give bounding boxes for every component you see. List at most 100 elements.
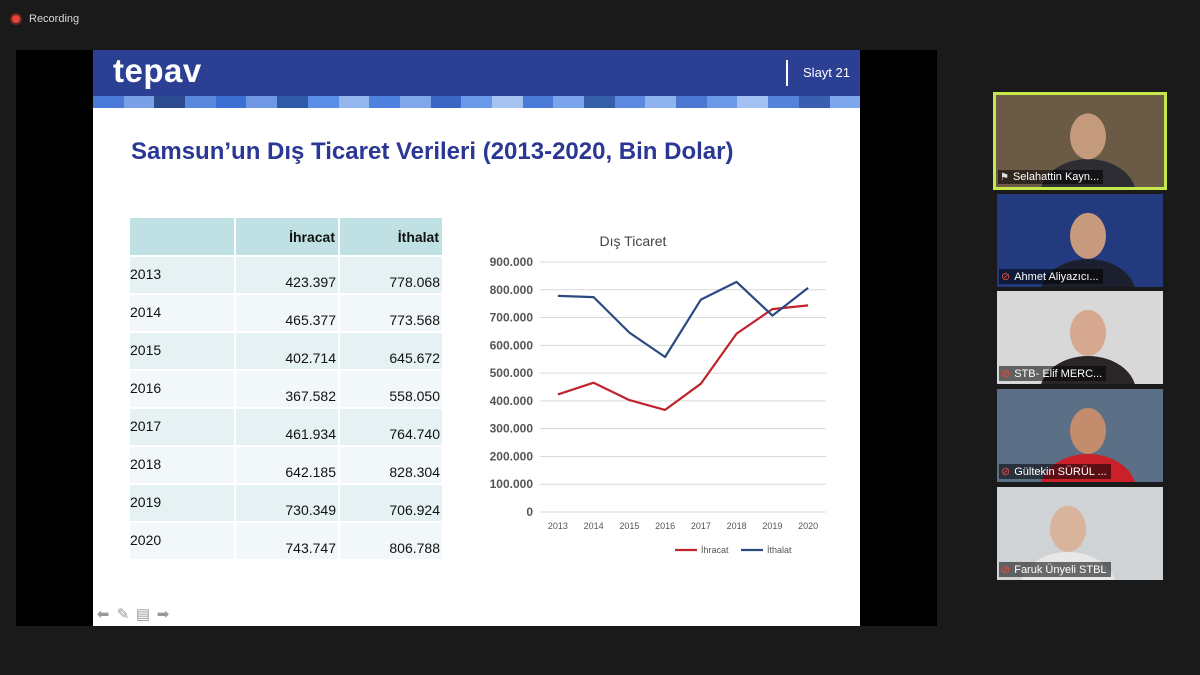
x-tick-label: 2018 — [727, 521, 747, 531]
participant-name: Faruk Ünyeli STBL — [1014, 563, 1107, 576]
table-cell-ihracat: 402.714 — [235, 332, 340, 371]
header-color-stripe — [93, 96, 860, 108]
legend-label: İthalat — [767, 545, 792, 555]
stripe-segment — [215, 96, 247, 108]
stripe-segment — [706, 96, 738, 108]
table-row: 2019 730.349 706.924 — [130, 484, 444, 523]
stripe-segment — [676, 96, 707, 108]
stripe-segment — [491, 96, 523, 108]
y-tick-label: 800.000 — [490, 283, 534, 297]
participant-face — [1050, 505, 1086, 552]
table-row: 2020 743.747 806.788 — [130, 522, 444, 561]
participant-name-bar: ⊘ Gültekin SÜRÜL ... — [999, 464, 1111, 479]
slide-title: Samsun’un Dış Ticaret Verileri (2013-202… — [131, 138, 734, 165]
y-tick-label: 100.000 — [490, 477, 534, 491]
pin-icon: ⚑ — [1000, 171, 1009, 183]
stripe-segment — [584, 96, 615, 108]
table-row: 2015 402.714 645.672 — [130, 332, 444, 371]
table-cell-year: 2019 — [130, 484, 236, 523]
y-tick-label: 400.000 — [490, 394, 534, 408]
participant-name-bar: ⊘ Faruk Ünyeli STBL — [999, 562, 1111, 577]
slide-menu-icon[interactable]: ▤ — [135, 606, 151, 623]
next-slide-arrow-icon[interactable]: ➡ — [156, 606, 170, 623]
stripe-segment — [154, 96, 186, 108]
table-cell-year: 2017 — [130, 408, 236, 447]
table-cell-ihracat: 465.377 — [235, 294, 340, 333]
table-cell-ihracat: 367.582 — [235, 370, 340, 409]
x-tick-label: 2015 — [619, 521, 639, 531]
participant-name: Ahmet Aliyazıcı... — [1014, 270, 1099, 283]
y-tick-label: 900.000 — [490, 255, 534, 269]
table-row: 2013 423.397 778.068 — [130, 256, 444, 295]
stripe-segment — [768, 96, 799, 108]
y-tick-label: 300.000 — [490, 422, 534, 436]
table-cell-year: 2013 — [130, 256, 236, 295]
participant-name: Gültekin SÜRÜL ... — [1014, 465, 1107, 478]
table-cell-ithalat: 778.068 — [339, 256, 444, 295]
stripe-segment — [338, 96, 370, 108]
stripe-segment — [798, 96, 830, 108]
table-cell-ithalat: 806.788 — [339, 522, 444, 561]
y-tick-label: 500.000 — [490, 366, 534, 380]
pen-icon[interactable]: ✎ — [116, 606, 130, 623]
stripe-segment — [93, 96, 124, 108]
table-row: 2014 465.377 773.568 — [130, 294, 444, 333]
table-cell-ihracat: 423.397 — [235, 256, 340, 295]
table-header-row: İhracat İthalat — [130, 218, 444, 257]
table-row: 2016 367.582 558.050 — [130, 370, 444, 409]
participant-tile[interactable]: ⊘ Gültekin SÜRÜL ... — [997, 389, 1163, 482]
participant-face — [1070, 113, 1106, 160]
presentation-slide: tepav Slayt 21 Samsun’un Dış Ticaret Ver… — [93, 50, 860, 626]
x-tick-label: 2020 — [798, 521, 818, 531]
table-cell-ithalat: 773.568 — [339, 294, 444, 333]
recording-label: Recording — [29, 13, 80, 25]
participant-name-bar: ⊘ STB- Elif MERC... — [999, 366, 1107, 381]
y-tick-label: 200.000 — [490, 449, 534, 463]
participant-tile[interactable]: ⊘ Faruk Ünyeli STBL — [997, 487, 1163, 580]
mic-muted-icon: ⊘ — [1001, 564, 1011, 576]
recording-dot-icon — [10, 13, 22, 25]
y-tick-label: 0 — [526, 505, 533, 519]
participant-name: STB- Elif MERC... — [1014, 367, 1103, 380]
table-cell-ithalat: 764.740 — [339, 408, 444, 447]
stripe-segment — [614, 96, 646, 108]
table-header-ithalat: İthalat — [339, 218, 444, 257]
x-tick-label: 2014 — [584, 521, 604, 531]
stripe-segment — [645, 96, 677, 108]
mic-muted-icon: ⊘ — [1001, 271, 1011, 283]
participant-tile[interactable]: ⚑ Selahattin Kayn... — [993, 92, 1167, 190]
x-tick-label: 2013 — [548, 521, 568, 531]
mic-muted-icon: ⊘ — [1001, 466, 1011, 478]
table-cell-ithalat: 645.672 — [339, 332, 444, 371]
participant-tile[interactable]: ⊘ STB- Elif MERC... — [997, 291, 1163, 384]
slide-number: Slayt 21 — [803, 65, 850, 80]
participant-tile[interactable]: ⊘ Ahmet Aliyazıcı... — [997, 194, 1163, 287]
y-tick-label: 600.000 — [490, 338, 534, 352]
participant-face — [1070, 309, 1106, 356]
stripe-segment — [307, 96, 339, 108]
stripe-segment — [737, 96, 769, 108]
slide-header: tepav Slayt 21 — [93, 50, 860, 96]
stripe-segment — [369, 96, 400, 108]
stripe-segment — [185, 96, 216, 108]
stripe-segment — [399, 96, 431, 108]
table-cell-ihracat: 743.747 — [235, 522, 340, 561]
participant-name-bar: ⊘ Ahmet Aliyazıcı... — [999, 269, 1103, 284]
x-tick-label: 2019 — [762, 521, 782, 531]
participant-face — [1070, 407, 1106, 454]
table-header-year — [130, 218, 236, 257]
table-cell-ithalat: 828.304 — [339, 446, 444, 485]
legend-label: İhracat — [701, 545, 729, 555]
table-cell-year: 2018 — [130, 446, 236, 485]
y-tick-label: 700.000 — [490, 311, 534, 325]
table-cell-year: 2016 — [130, 370, 236, 409]
series-line-ithalat — [557, 280, 809, 359]
participant-name-bar: ⚑ Selahattin Kayn... — [998, 170, 1104, 184]
table-row: 2017 461.934 764.740 — [130, 408, 444, 447]
prev-slide-arrow-icon[interactable]: ⬅ — [96, 606, 110, 623]
recording-indicator[interactable]: Recording — [10, 11, 79, 27]
stripe-segment — [829, 96, 860, 108]
stripe-segment — [461, 96, 492, 108]
table-row: 2018 642.185 828.304 — [130, 446, 444, 485]
